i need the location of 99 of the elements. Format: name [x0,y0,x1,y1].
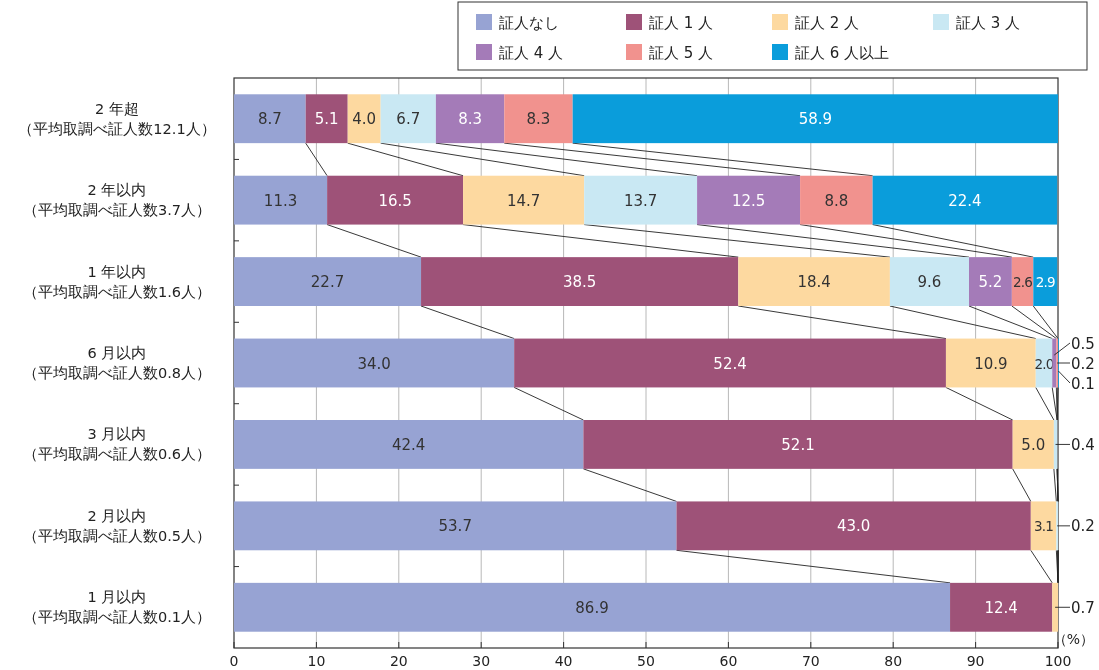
bar [1053,420,1058,469]
bar [327,175,464,225]
bar [234,94,306,144]
data-label: 52.4 [713,354,747,373]
data-label: 3.1 [1034,518,1054,535]
bar [234,257,422,306]
bar [234,582,951,632]
legend-label: 証人なし [499,14,559,32]
data-label: 16.5 [378,191,412,210]
data-label: 0.7 [1071,598,1095,617]
data-label: 14.7 [506,191,541,210]
data-label: 53.7 [438,517,472,536]
x-tick-label: 60 [719,653,738,669]
legend-label: 証人 1 人 [649,14,714,32]
legend-label: 証人 2 人 [795,14,860,32]
bar [1033,257,1058,306]
bar [463,175,585,225]
data-label: 2.6 [1013,274,1033,291]
x-tick-label: 20 [389,653,408,669]
x-tick-label: 10 [307,653,326,669]
data-label: 42.4 [391,435,426,454]
bar [347,94,381,144]
x-tick-label: 100 [1044,653,1072,669]
y-tick-label: 1 月以内（平均取調べ証人数0.1人） [22,589,212,626]
y-tick-label: 1 年以内（平均取調べ証人数1.6人） [22,263,212,300]
x-tick-label: 0 [229,653,239,669]
data-label: 11.3 [263,191,298,210]
data-label: 34.0 [357,354,391,373]
bar [514,338,946,388]
data-label: 8.8 [824,191,849,210]
data-label: 38.5 [562,273,597,292]
data-label: 5.0 [1021,435,1046,454]
bar [435,94,505,144]
data-label: 10.9 [974,354,1008,373]
data-label: 12.5 [731,191,766,210]
x-tick-label: 90 [966,653,985,669]
bar [1012,420,1054,469]
bar [969,257,1012,306]
legend-label: 証人 4 人 [499,44,564,62]
bar [1052,338,1057,388]
data-label: 6.7 [396,110,421,129]
bar [583,420,1013,469]
bar [584,175,698,225]
data-label: 0.2 [1071,517,1095,536]
data-label: 2.0 [1034,355,1054,372]
bar [380,94,436,144]
legend-label: 証人 3 人 [956,14,1021,32]
y-tick-label: 2 月以内（平均取調べ証人数0.5人） [22,507,212,544]
bar [572,94,1058,144]
bar [676,501,1031,551]
bar [738,257,890,306]
data-label: 8.7 [257,110,282,129]
data-label: 5.1 [314,110,339,129]
bar [889,257,970,306]
bar [421,257,739,306]
x-tick-label: 50 [637,653,655,669]
bar [234,175,328,225]
bar [234,420,584,469]
x-tick-label: 70 [801,653,820,669]
legend-label: 証人 5 人 [649,44,714,62]
bar [234,501,677,551]
data-label: 2.9 [1035,274,1055,291]
bar [504,94,573,144]
legend-label: 証人 6 人以上 [795,44,890,62]
bar [945,338,1036,388]
data-label: 8.3 [526,110,551,129]
bar [305,94,348,144]
y-tick-label: 3 月以内（平均取調べ証人数0.6人） [22,426,212,463]
data-label: 22.7 [310,273,345,292]
data-label: 22.4 [948,191,982,210]
data-label: 12.4 [984,598,1018,617]
data-label: 0.2 [1071,354,1095,373]
x-tick-label: 40 [554,653,573,669]
bar [800,175,873,225]
bar [234,338,515,388]
data-label: 8.3 [458,110,483,129]
bar [697,175,801,225]
data-label: 5.2 [978,273,1003,292]
data-label: 18.4 [797,273,831,292]
y-tick-label: 6 月以内（平均取調べ証人数0.8人） [22,345,212,381]
x-axis-title: （%） [1052,631,1094,647]
bar [1052,582,1058,632]
x-tick-label: 80 [884,653,903,669]
data-label: 0.4 [1071,435,1095,454]
data-label: 0.1 [1071,374,1095,393]
data-label: 9.6 [917,273,942,292]
data-label: 4.0 [352,110,377,129]
data-label: 86.9 [575,598,609,617]
data-label: 52.1 [781,435,815,454]
data-label: 0.5 [1071,334,1095,353]
x-tick-label: 30 [472,653,491,669]
bar [950,582,1053,632]
y-tick-label: 2 年以内（平均取調べ証人数3.7人） [22,182,212,219]
bar [1030,501,1057,551]
data-label: 13.7 [623,191,658,210]
data-label: 43.0 [836,517,871,536]
y-tick-label: 2 年超（平均取調べ証人数12.1人） [18,100,216,137]
data-label: 58.9 [798,110,833,129]
bar [872,175,1058,225]
